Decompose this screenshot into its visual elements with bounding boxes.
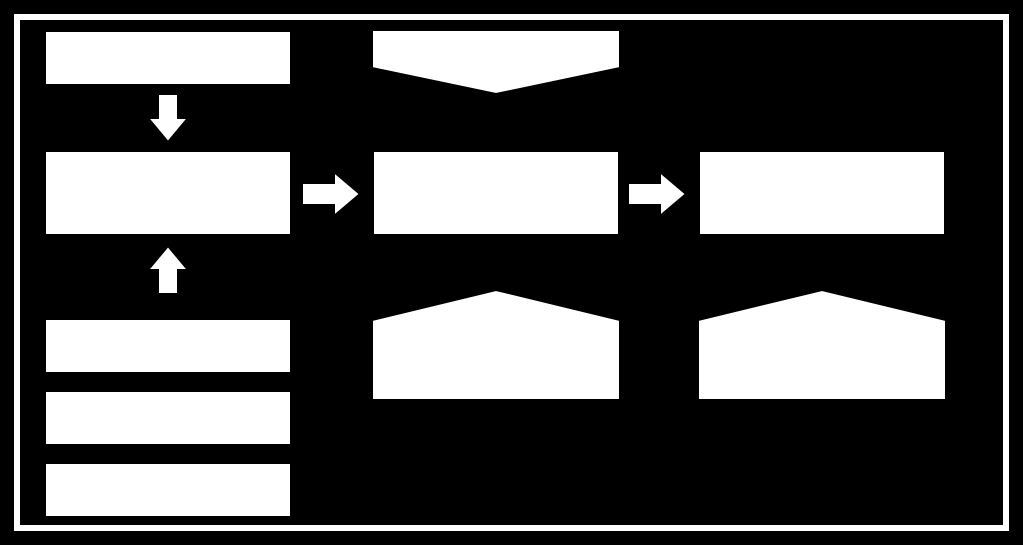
arrow-a3 xyxy=(302,172,360,216)
node-n9 xyxy=(698,150,946,236)
node-n6 xyxy=(372,30,620,94)
node-n5 xyxy=(44,462,292,518)
diagram-canvas xyxy=(0,0,1023,545)
node-n8 xyxy=(372,290,620,400)
node-n1 xyxy=(44,30,292,86)
node-n3 xyxy=(44,318,292,374)
node-n2 xyxy=(44,150,292,236)
node-n10 xyxy=(698,290,946,400)
node-n7 xyxy=(372,150,620,236)
arrow-a2 xyxy=(148,246,188,294)
arrow-a4 xyxy=(628,172,686,216)
node-n4 xyxy=(44,390,292,446)
arrow-a1 xyxy=(148,94,188,142)
